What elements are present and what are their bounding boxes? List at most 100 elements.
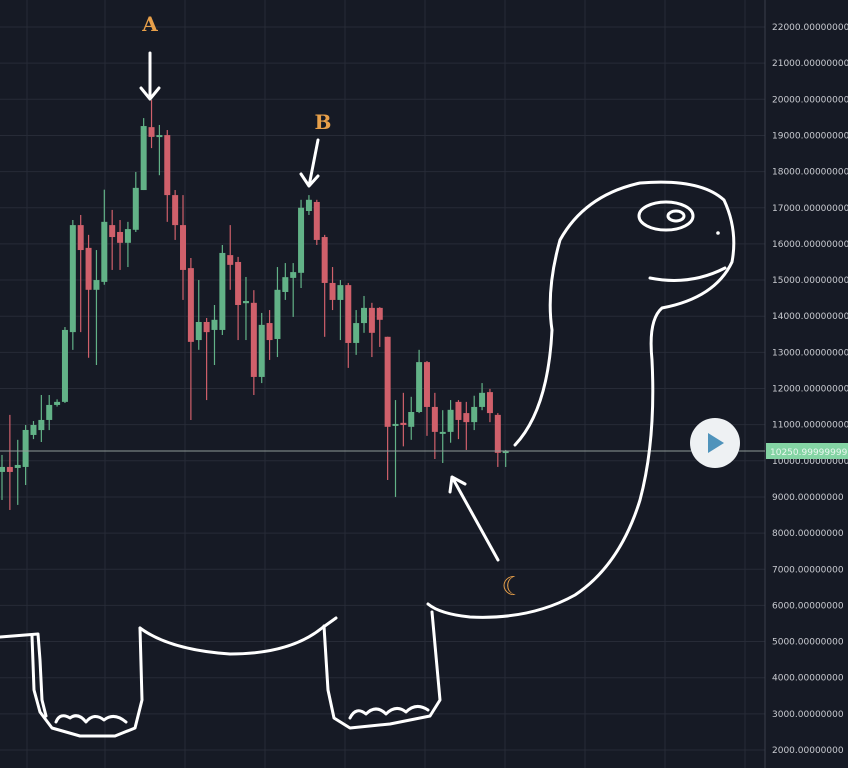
y-tick-label: 20000.00000000 (772, 95, 848, 105)
candle (455, 400, 462, 440)
candles (0, 100, 509, 510)
candle (6, 414, 13, 510)
candle (0, 454, 5, 500)
candle-body (77, 225, 84, 251)
candle-body (211, 319, 218, 330)
candle (329, 267, 336, 311)
annotation-arrows (139, 51, 500, 562)
last-price-label: 10250.99999999 (770, 448, 848, 458)
candle (321, 234, 328, 337)
candle-body (416, 362, 423, 412)
candle (156, 124, 163, 176)
y-tick-label: 12000.00000000 (772, 385, 848, 395)
grid (0, 0, 765, 768)
annotation-b: B (315, 110, 332, 134)
candle (400, 392, 407, 447)
y-tick-label: 13000.00000000 (772, 348, 848, 358)
candle-body (148, 127, 155, 137)
y-tick-label: 18000.00000000 (772, 168, 848, 178)
candle (203, 318, 210, 401)
play-icon (708, 433, 724, 453)
y-tick-label: 6000.00000000 (772, 601, 844, 611)
candle-body (109, 225, 116, 238)
turtle-body-outline (426, 180, 736, 619)
candle (305, 195, 312, 215)
y-tick-label: 15000.00000000 (772, 276, 848, 286)
arrow-c-icon (448, 475, 500, 562)
candle (408, 396, 415, 440)
candle-body (180, 225, 187, 270)
y-tick-label: 3000.00000000 (772, 710, 844, 720)
candle (30, 421, 37, 440)
candle-body (187, 268, 194, 342)
candle-body (494, 414, 501, 453)
y-tick-label: 14000.00000000 (772, 312, 848, 322)
candle-body (54, 401, 61, 405)
candle (140, 118, 147, 191)
candle (266, 310, 273, 360)
candle (235, 256, 242, 341)
candle (219, 244, 226, 335)
y-tick-label: 9000.00000000 (772, 493, 844, 503)
candle-body (242, 301, 249, 304)
annotation-crescent: ☾ (501, 572, 524, 602)
y-tick-label: 17000.00000000 (772, 204, 848, 214)
candle (494, 413, 501, 467)
candle (416, 349, 423, 414)
candle (423, 361, 430, 436)
candle-body (282, 277, 289, 292)
candle-body (85, 247, 92, 290)
candle-body (93, 280, 100, 290)
candle (195, 280, 202, 350)
candle-body (376, 307, 383, 320)
candle (368, 302, 375, 358)
candle-body (353, 323, 360, 343)
candle-body (195, 321, 202, 341)
candle (242, 276, 249, 341)
candle (447, 400, 454, 443)
arrow-a-icon (139, 51, 161, 101)
y-tick-label: 10000.00000000 (772, 457, 848, 467)
turtle-front-leg (30, 626, 144, 738)
candle (172, 190, 179, 240)
candle-body (22, 429, 29, 467)
candle-body (329, 282, 336, 300)
candle (486, 388, 493, 423)
y-tick-label: 16000.00000000 (772, 240, 848, 250)
candle (14, 439, 21, 505)
turtle-drawing (0, 180, 736, 738)
candle (463, 401, 470, 450)
candle-body (463, 413, 470, 423)
y-tick-label: 8000.00000000 (772, 529, 844, 539)
candle-body (274, 289, 281, 339)
candle-body (384, 336, 391, 427)
turtle-shell-left-edge (0, 632, 48, 718)
candle-body (258, 324, 265, 377)
turtle-mouth (648, 266, 727, 282)
candle (471, 395, 478, 431)
y-tick-label: 19000.00000000 (772, 131, 848, 141)
play-button[interactable] (690, 418, 740, 468)
candle-body (502, 451, 509, 454)
candle (101, 189, 108, 285)
candle-body (313, 201, 320, 240)
candle-body (486, 392, 493, 414)
turtle-pupil (666, 209, 686, 223)
candle (93, 250, 100, 366)
candle-body (140, 126, 147, 191)
candle (61, 327, 68, 403)
candle-body (101, 221, 108, 282)
candle-body (423, 362, 430, 407)
y-tick-label: 4000.00000000 (772, 674, 844, 684)
price-axis[interactable]: 22000.00000000 21000.00000000 20000.000000… (764, 0, 848, 768)
candle-body (172, 195, 179, 226)
last-price-badge (766, 443, 848, 459)
candle-body (124, 229, 131, 243)
candle (180, 195, 187, 300)
candle (345, 282, 352, 368)
candle (211, 304, 218, 366)
candle-body (156, 135, 163, 138)
candle-body (235, 261, 242, 305)
candle-body (132, 187, 139, 230)
